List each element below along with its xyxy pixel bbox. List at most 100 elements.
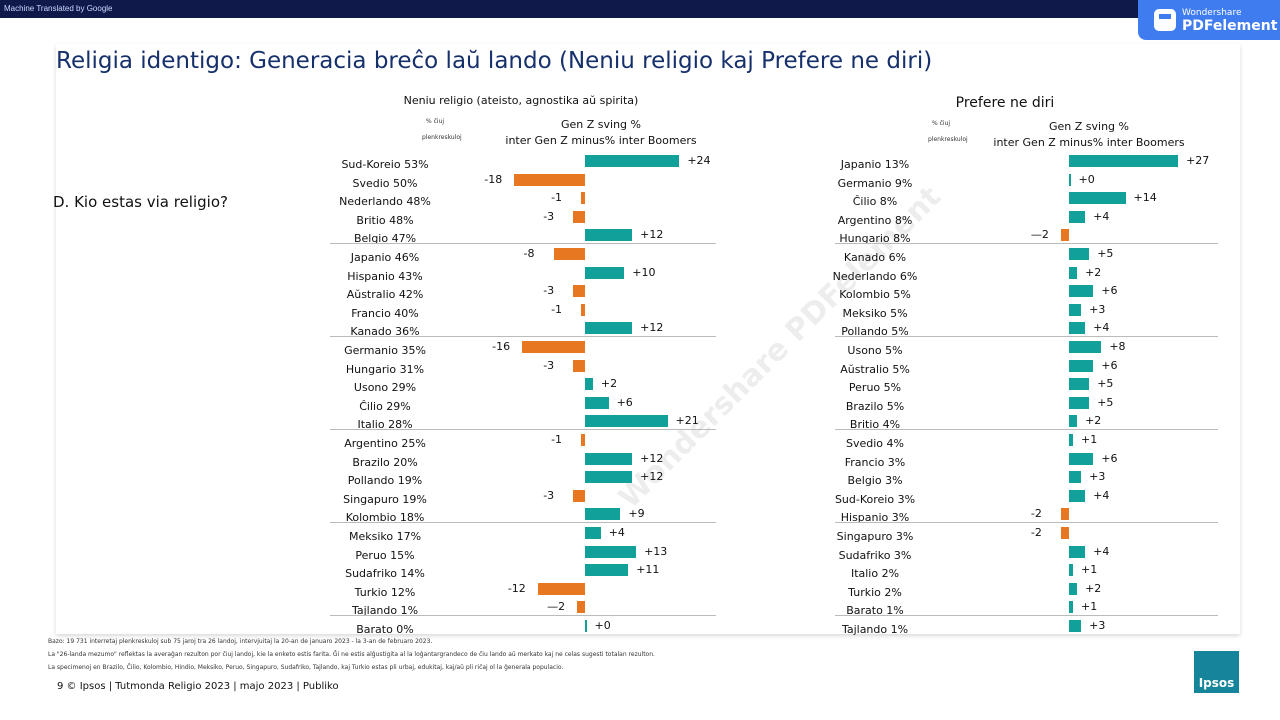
chart1-bar bbox=[577, 601, 585, 614]
chart1-bar bbox=[573, 359, 585, 372]
chart1-value-label: +9 bbox=[628, 507, 645, 521]
chart2-category-label: Usono 5% bbox=[847, 344, 903, 357]
chart1-bar bbox=[585, 545, 637, 558]
chart2-category-label: Turkio 2% bbox=[848, 585, 902, 599]
chart1-bar bbox=[585, 564, 629, 577]
ipsos-logo: Ipsos bbox=[1194, 651, 1239, 693]
chart1-bar bbox=[585, 396, 609, 409]
chart2-bar bbox=[1069, 489, 1086, 502]
chart2-value-label: +5 bbox=[1097, 247, 1114, 260]
chart2-bar bbox=[1060, 229, 1069, 242]
footnote-1: Bazo: 19 731 interretaj plenkreskuloj su… bbox=[48, 638, 433, 645]
chart1-bar bbox=[585, 415, 668, 428]
chart2-bar bbox=[1069, 341, 1102, 353]
chart1-value-label: +12 bbox=[640, 228, 664, 242]
chart2-value-label: +4 bbox=[1093, 544, 1110, 558]
chart2-title: Prefere ne diri bbox=[955, 95, 1055, 111]
chart2-bar bbox=[1069, 192, 1126, 205]
chart2-bar bbox=[1069, 359, 1094, 372]
chart2-category-label: Japanio 13% bbox=[840, 158, 910, 171]
chart2-category-label: Sudafriko 3% bbox=[838, 548, 912, 562]
chart1-bar bbox=[585, 229, 633, 242]
chart1-bar bbox=[585, 378, 593, 391]
chart1-bar bbox=[585, 620, 587, 632]
chart1-value-label: -16 bbox=[492, 340, 511, 353]
chart2-bar bbox=[1069, 452, 1094, 465]
page-title: Religia identigo: Generacia breĉo laŭ la… bbox=[56, 48, 933, 74]
chart2-category-label: Meksiko 5% bbox=[842, 306, 908, 320]
chart2-value-label: +6 bbox=[1101, 284, 1118, 298]
chart2-value-label: +4 bbox=[1093, 209, 1110, 223]
chart2-bar bbox=[1069, 396, 1090, 409]
chart1-value-label: —2 bbox=[547, 600, 566, 614]
chart2-value-label: +6 bbox=[1101, 451, 1118, 465]
chart2-bar bbox=[1069, 173, 1071, 186]
chart1-category-label: Sudafriko 14% bbox=[345, 567, 425, 581]
chart2-bar bbox=[1069, 322, 1086, 335]
chart1-category-label: Sud-Koreio 53% bbox=[341, 158, 429, 171]
chart1-separator bbox=[330, 615, 716, 617]
chart1-value-label: -3 bbox=[543, 488, 555, 502]
chart2-bar bbox=[1069, 378, 1090, 391]
chart2-category-label: Hungario 8% bbox=[839, 232, 911, 246]
badge-brand: Wondershare bbox=[1182, 8, 1242, 18]
chart2-bar bbox=[1069, 303, 1082, 316]
chart2-bar bbox=[1069, 285, 1094, 298]
chart1-category-label: Britio 48% bbox=[356, 213, 414, 227]
chart2-value-label: +1 bbox=[1081, 563, 1098, 577]
chart1-bar bbox=[581, 192, 585, 205]
chart1-category-label: Italio 28% bbox=[357, 418, 413, 432]
chart2-separator bbox=[835, 522, 1218, 524]
chart1-category-label: Belgio 47% bbox=[353, 232, 417, 246]
chart2-category-label: Aŭstralio 5% bbox=[840, 362, 910, 376]
chart2-value-label: +3 bbox=[1089, 619, 1106, 632]
chart1-bar bbox=[585, 508, 621, 521]
chart2-category-label: Nederlando 6% bbox=[832, 269, 918, 283]
chart1-xlabel: Gen Z sving % bbox=[561, 118, 641, 131]
chart1-value-label: +0 bbox=[594, 619, 611, 632]
pdfelement-logo-icon bbox=[1154, 9, 1176, 31]
chart2-bar bbox=[1069, 545, 1086, 558]
chart1-bar bbox=[581, 303, 585, 316]
chart1-title: Neniu religio (ateisto, agnostika aŭ spi… bbox=[403, 94, 639, 107]
ipsos-logo-text: Ipsos bbox=[1198, 676, 1235, 690]
chart2-value-label: —2 bbox=[1030, 228, 1049, 242]
chart1-value-label: -8 bbox=[523, 247, 535, 260]
chart1-value-label: -3 bbox=[543, 209, 555, 223]
chart1-bar bbox=[581, 434, 585, 446]
chart1-category-label: Svedio 50% bbox=[352, 176, 418, 190]
chart1-value-label: +12 bbox=[640, 451, 664, 465]
chart1-value-label: -18 bbox=[484, 172, 503, 186]
chart2-col-label: % ĉiuj bbox=[932, 120, 951, 127]
chart1-category-label: Japanio 46% bbox=[350, 251, 420, 264]
chart1-category-label: Meksiko 17% bbox=[348, 530, 422, 543]
badge-product: PDFelement bbox=[1182, 18, 1278, 34]
chart1-bar bbox=[522, 341, 585, 353]
chart1-bar bbox=[573, 285, 585, 298]
chart2-bar bbox=[1069, 248, 1090, 260]
pdfelement-badge[interactable]: Wondershare PDFelement bbox=[1138, 0, 1280, 40]
chart2-category-label: Svedio 4% bbox=[846, 437, 904, 450]
question: D. Kio estas via religio? bbox=[53, 193, 228, 211]
chart2-value-label: +4 bbox=[1093, 321, 1110, 335]
chart1-xlabel2: inter Gen Z minus% inter Boomers bbox=[505, 134, 697, 147]
chart2-value-label: +5 bbox=[1097, 377, 1114, 391]
chart2-bar bbox=[1069, 564, 1074, 577]
chart1-category-label: Brazilo 20% bbox=[352, 455, 418, 469]
chart2-value-label: +27 bbox=[1186, 154, 1210, 167]
chart1-category-label: Germanio 35% bbox=[344, 344, 426, 357]
chart1-bar bbox=[537, 582, 585, 595]
chart1-value-label: +10 bbox=[632, 265, 656, 279]
chart2-bar bbox=[1069, 155, 1179, 167]
chart2-value-label: +5 bbox=[1097, 395, 1114, 409]
chart2-category-label: Barato 1% bbox=[846, 604, 904, 618]
chart2-bar bbox=[1069, 471, 1082, 484]
chart2-value-label: +3 bbox=[1089, 470, 1106, 484]
chart1-value-label: +11 bbox=[636, 563, 660, 577]
chart1-value-label: +24 bbox=[687, 154, 711, 167]
chart2-separator bbox=[835, 336, 1218, 338]
chart2-bar bbox=[1069, 601, 1074, 614]
chart2-xlabel2: inter Gen Z minus% inter Boomers bbox=[993, 136, 1185, 149]
chart2-value-label: +4 bbox=[1093, 488, 1110, 502]
chart2-bar bbox=[1069, 266, 1078, 279]
